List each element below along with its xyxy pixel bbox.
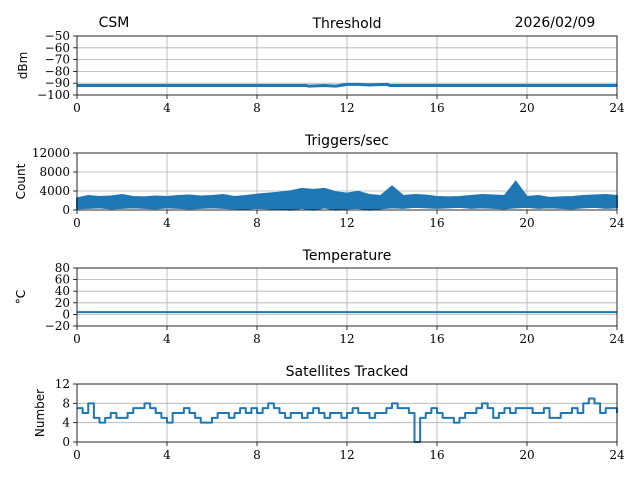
x-tick-label: 20 [519,448,534,462]
x-tick-label: 0 [73,216,81,230]
x-tick-label: 20 [519,101,534,115]
y-tick-label: −90 [45,76,70,90]
panel-4: 0 4 8 12 16 20 24 0 4 8 12 Satellites Tracked Number [33,364,625,462]
y-tick-label: 0 [62,203,70,217]
y-tick-label: 40 [55,284,70,298]
x-tick-label: 16 [429,448,444,462]
panel-title: Temperature [302,248,392,264]
x-tick-label: 12 [339,216,354,230]
y-tick-label: −50 [45,29,70,43]
x-tick-label: 0 [73,101,81,115]
x-tick-label: 4 [163,448,171,462]
x-tick-label: 12 [339,448,354,462]
x-tick-label: 16 [429,101,444,115]
panel-title: Triggers/sec [304,133,389,149]
y-axis-label: dBm [16,52,30,80]
x-tick-label: 24 [609,216,625,230]
y-tick-label: −20 [45,319,70,333]
y-tick-label: 0 [62,307,70,321]
y-tick-label: 4000 [39,184,70,198]
x-tick-label: 12 [339,332,354,346]
x-tick-label: 4 [163,332,171,346]
x-tick-label: 0 [73,332,81,346]
date-label: 2026/02/09 [515,15,596,31]
y-tick-label: 8 [62,396,70,410]
axes-frame [76,267,618,327]
x-tick-label: 8 [253,101,261,115]
panel-1: 0 4 8 12 16 20 24 −50−60−70−80−90−100 Threshold d… [16,16,625,115]
x-tick-label: 16 [429,216,444,230]
y-axis-label: Number [33,389,47,437]
x-tick-label: 20 [519,216,534,230]
y-tick-label: −100 [37,88,70,102]
x-tick-label: 24 [609,448,625,462]
panel-title: Threshold [312,16,382,32]
y-tick-label: −70 [45,53,70,67]
series-line [77,397,618,443]
panel-2: 0 4 8 12 16 20 24 0 4000 8000 12000 Triggers/sec Cou… [14,133,625,230]
x-tick-label: 8 [253,332,261,346]
x-tick-label: 24 [609,101,625,115]
x-tick-label: 12 [339,101,354,115]
y-tick-label: 4 [62,416,70,430]
y-tick-label: 12 [55,377,70,391]
series-line [77,82,617,88]
y-axis-label: Count [14,163,28,199]
x-tick-label: 8 [253,216,261,230]
y-tick-label: 8000 [39,165,70,179]
y-tick-label: 20 [55,296,70,310]
axes-frame [76,35,618,96]
x-tick-label: 16 [429,332,444,346]
axes-frame [76,152,618,211]
y-tick-label: −80 [45,64,70,78]
x-tick-label: 4 [163,101,171,115]
x-tick-label: 8 [253,448,261,462]
x-tick-label: 24 [609,332,625,346]
y-axis-label: °C [14,290,28,304]
y-tick-label: 12000 [32,146,70,160]
panel-title: Satellites Tracked [286,364,409,380]
x-tick-label: 20 [519,332,534,346]
x-tick-label: 0 [73,448,81,462]
station-label: CSM [99,15,130,31]
y-tick-label: 80 [55,261,70,275]
x-tick-label: 4 [163,216,171,230]
y-tick-label: 60 [55,273,70,287]
y-tick-label: −60 [45,41,70,55]
y-tick-label: 0 [62,435,70,449]
axes-frame [76,383,618,443]
